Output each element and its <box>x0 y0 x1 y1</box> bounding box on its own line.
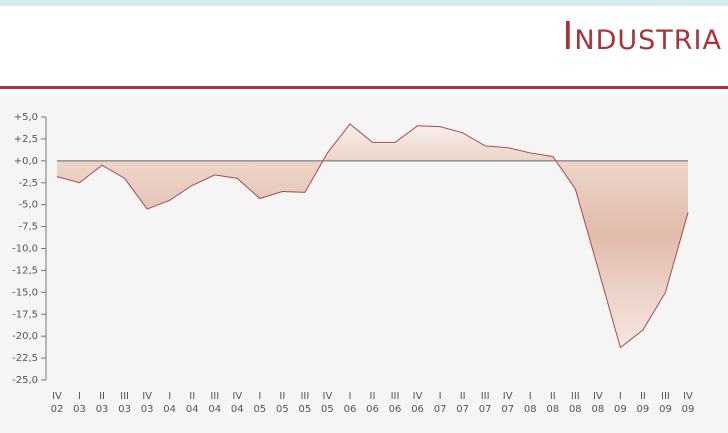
y-tick-label: +2,5 <box>14 134 38 145</box>
x-tick-label: IV 04 <box>230 391 244 415</box>
x-tick-label: IV 03 <box>140 391 154 415</box>
x-tick-label: III 07 <box>478 391 492 415</box>
x-tick-label: II 03 <box>95 391 109 415</box>
x-tick-label: II 05 <box>275 391 289 415</box>
x-tick-label: IV 02 <box>50 391 64 415</box>
y-tick-label: -17,5 <box>12 309 38 320</box>
x-tick-label: I 03 <box>73 391 86 415</box>
x-tick-label: III 05 <box>298 391 312 415</box>
y-tick-label: +5,0 <box>14 112 38 123</box>
y-tick-label: -10,0 <box>12 244 38 255</box>
x-tick-label: II 06 <box>366 391 379 415</box>
area <box>57 124 688 348</box>
x-tick-label: II 09 <box>636 391 650 415</box>
x-tick-label: III 03 <box>118 391 131 415</box>
x-tick-label: IV 06 <box>411 391 424 415</box>
y-tick-label: -12,5 <box>12 265 38 276</box>
top-strip <box>0 0 728 6</box>
x-tick-label: III 04 <box>208 391 222 415</box>
x-tick-label: IV 08 <box>591 391 605 415</box>
chart-title: Industria <box>562 14 722 58</box>
y-tick-label: -2,5 <box>18 178 38 189</box>
x-tick-label: I 09 <box>614 391 627 415</box>
x-tick-label: I 07 <box>433 391 447 415</box>
x-tick-label: II 07 <box>456 391 469 415</box>
x-tick-label: I 05 <box>253 391 267 415</box>
y-tick-label: -7,5 <box>18 222 38 233</box>
x-tick-label: II 08 <box>546 391 560 415</box>
y-tick-label: -20,0 <box>12 331 38 342</box>
x-tick-label: I 04 <box>163 391 177 415</box>
x-tick-label: III 08 <box>568 391 582 415</box>
y-tick-label: -25,0 <box>12 375 38 386</box>
x-tick-label: III 06 <box>388 391 402 415</box>
x-tick-label: I 08 <box>523 391 537 415</box>
y-tick-label: +0,0 <box>14 156 38 167</box>
x-tick-label: III 09 <box>659 391 672 415</box>
y-tick-label: -15,0 <box>12 287 38 298</box>
x-tick-label: I 06 <box>343 391 357 415</box>
x-tick-label: IV 05 <box>321 391 334 415</box>
x-tick-label: IV 07 <box>501 391 515 415</box>
line <box>56 123 689 349</box>
x-tick-label: II 04 <box>185 391 199 415</box>
separator <box>0 86 728 89</box>
y-tick-label: -22,5 <box>12 353 38 364</box>
y-tick-label: -5,0 <box>18 200 38 211</box>
x-tick-label: IV 09 <box>681 391 695 415</box>
